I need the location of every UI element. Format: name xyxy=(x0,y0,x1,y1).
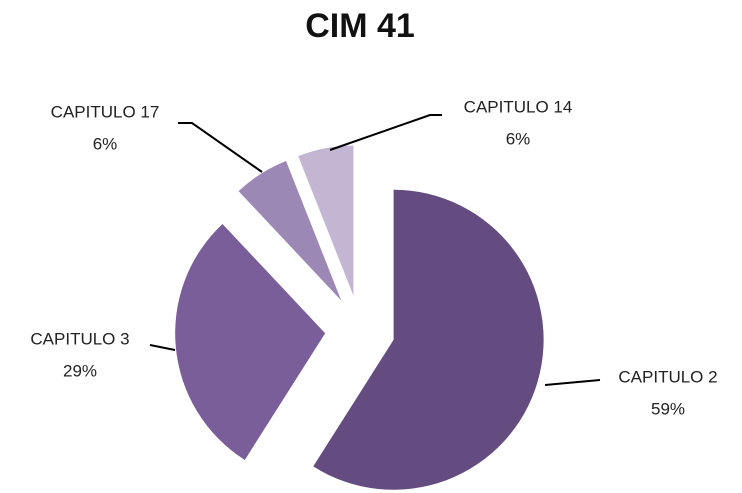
slice-value-label: 59% xyxy=(651,399,685,418)
leader-line xyxy=(329,114,442,151)
pie-slice xyxy=(175,223,326,460)
slice-value-label: 29% xyxy=(63,361,97,380)
pie-slice xyxy=(298,145,354,296)
slice-value-label: 6% xyxy=(506,129,531,148)
pie-slice xyxy=(238,160,342,301)
leader-line xyxy=(149,344,176,351)
slice-label: CAPITULO 3 xyxy=(30,329,129,348)
slice-label: CAPITULO 2 xyxy=(618,367,717,386)
slice-label: CAPITULO 17 xyxy=(51,102,160,121)
pie-slice xyxy=(313,189,544,490)
leader-line xyxy=(544,379,601,386)
chart-title: CIM 41 xyxy=(305,7,415,45)
slice-value-label: 6% xyxy=(93,134,118,153)
leader-line xyxy=(178,122,263,173)
slice-label: CAPITULO 14 xyxy=(464,97,573,116)
